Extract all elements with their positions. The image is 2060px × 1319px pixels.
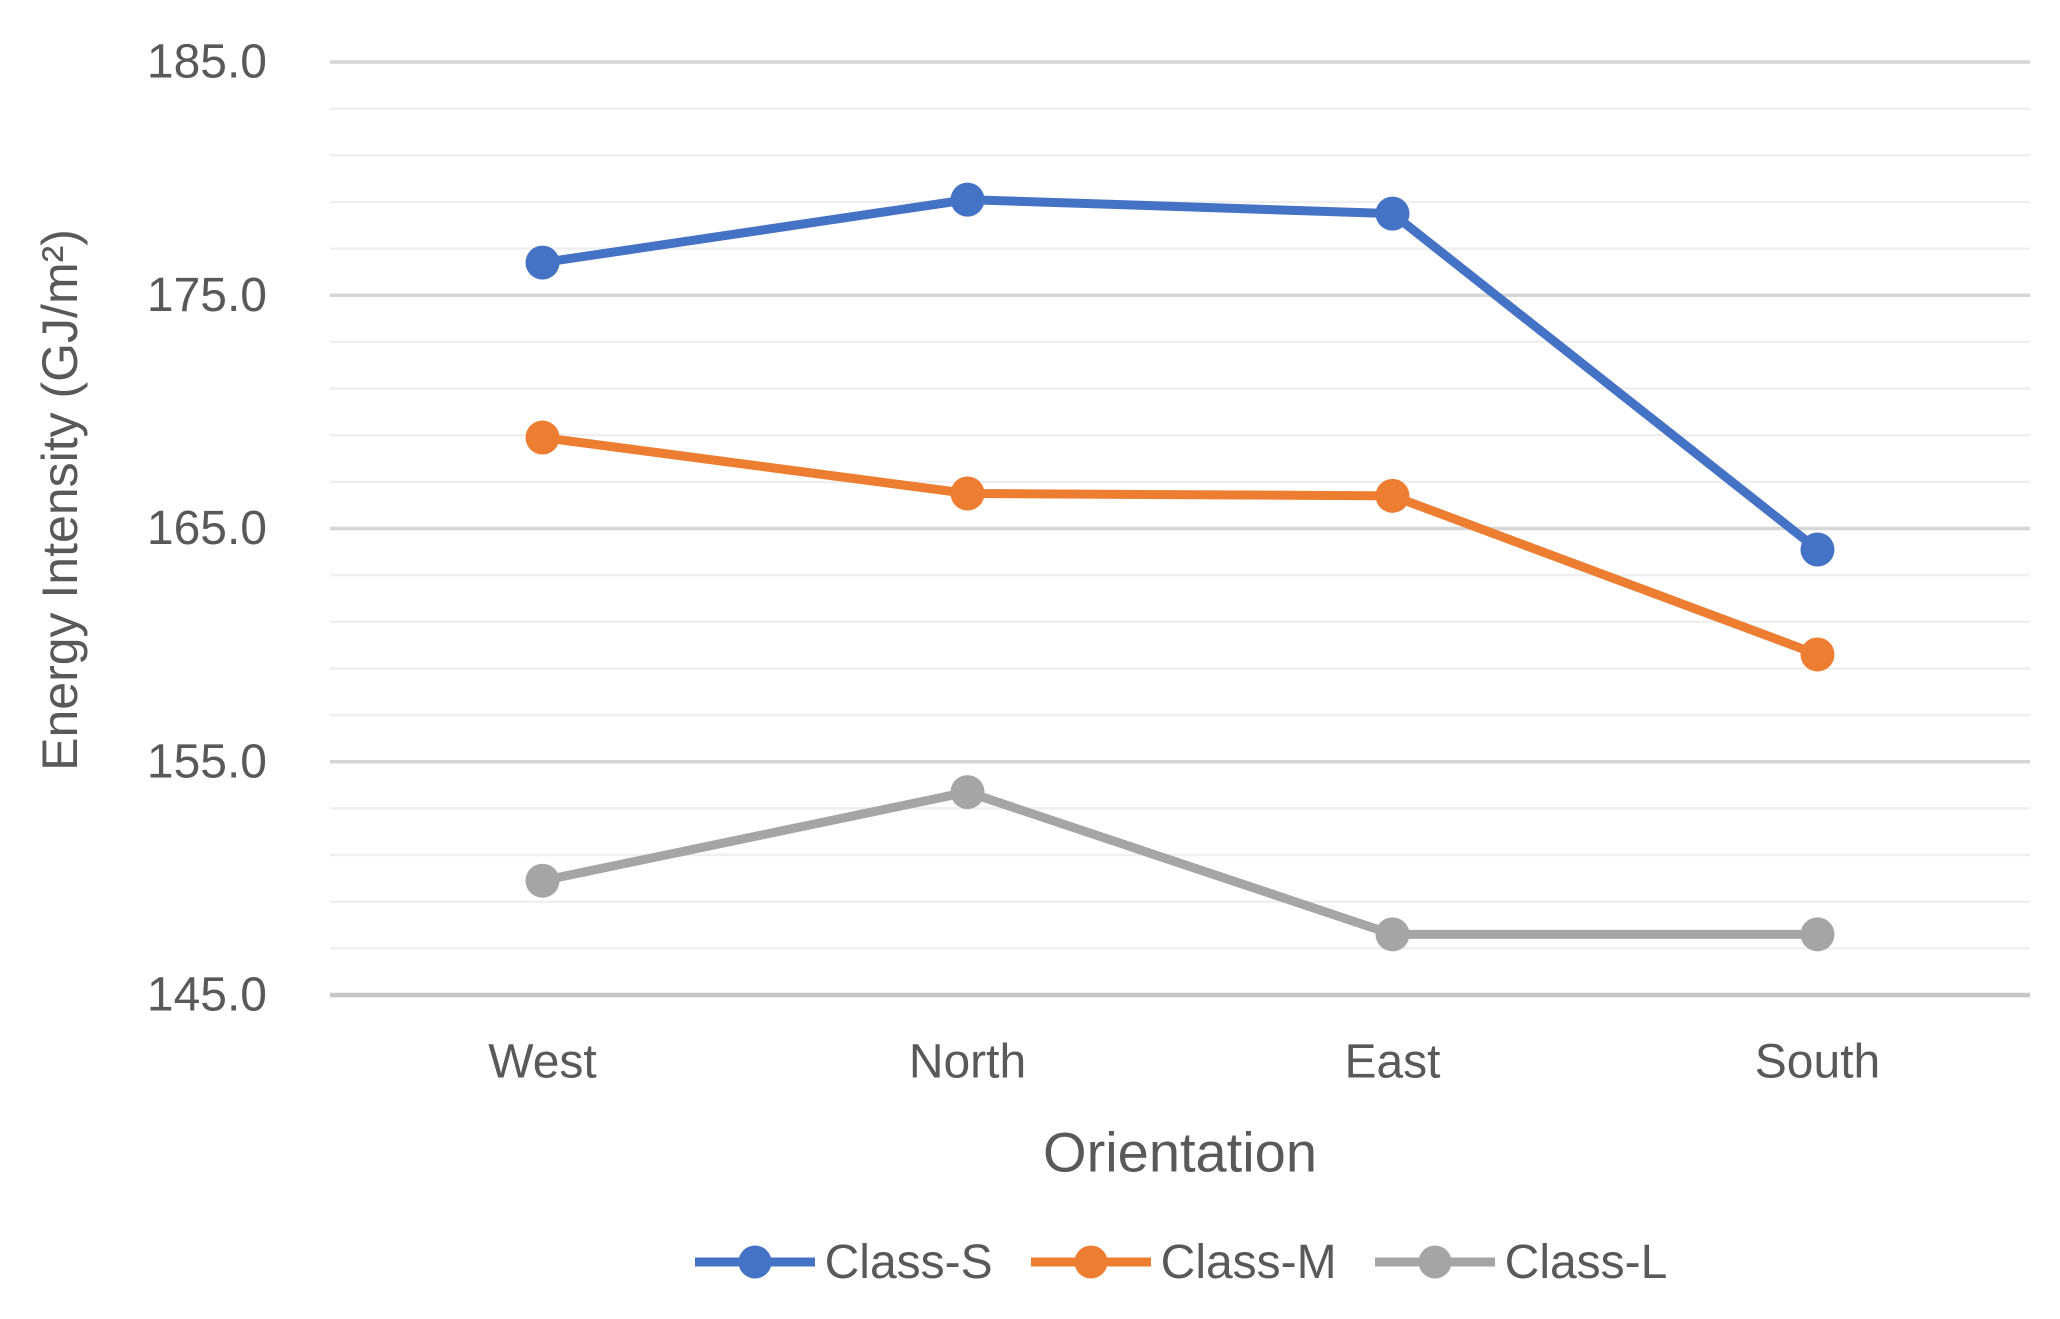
y-tick-label: 175.0 [147,269,267,322]
legend-marker-class-s [694,1245,815,1279]
data-point-class-m-west [525,420,560,455]
y-tick-label: 145.0 [147,969,267,1022]
data-point-class-s-south [1800,532,1835,567]
data-point-class-s-east [1375,196,1410,231]
x-category-label-south: South [1755,1036,1880,1089]
series-line-class-s [538,195,1822,554]
series-line-class-m [538,433,1822,659]
data-point-class-s-west [525,245,560,280]
y-tick-label: 155.0 [147,735,267,788]
legend: Class-S Class-M Class-L [330,1232,2030,1292]
legend-label-class-m: Class-M [1160,1235,1337,1289]
data-point-class-l-south [1800,917,1835,952]
legend-marker-dot [1074,1245,1108,1279]
x-category-label-north: North [909,1036,1026,1089]
legend-marker-class-l [1374,1245,1495,1279]
data-point-class-l-west [525,863,560,898]
data-point-class-s-north [950,182,985,217]
data-point-class-m-east [1375,478,1410,513]
legend-marker-dot [1418,1245,1452,1279]
legend-marker-class-m [1030,1245,1151,1279]
x-axis-title: Orientation [1043,1120,1317,1184]
data-point-class-l-north [950,775,985,810]
legend-label-class-s: Class-S [824,1235,993,1289]
legend-item-class-m: Class-M [1029,1235,1337,1290]
data-point-class-m-north [950,476,985,511]
data-point-class-l-east [1375,917,1410,952]
legend-item-class-s: Class-S [693,1235,993,1290]
x-category-label-west: West [488,1036,596,1089]
legend-marker-dot [738,1245,772,1279]
data-point-class-m-south [1800,637,1835,672]
series-line-class-l [538,787,1822,939]
x-category-label-east: East [1344,1036,1440,1089]
y-tick-label: 185.0 [147,36,267,89]
legend-label-class-l: Class-L [1504,1235,1668,1289]
y-axis-title: Energy Intensity (GJ/m²) [32,229,88,771]
y-tick-label: 165.0 [147,502,267,555]
legend-item-class-l: Class-L [1373,1235,1668,1290]
